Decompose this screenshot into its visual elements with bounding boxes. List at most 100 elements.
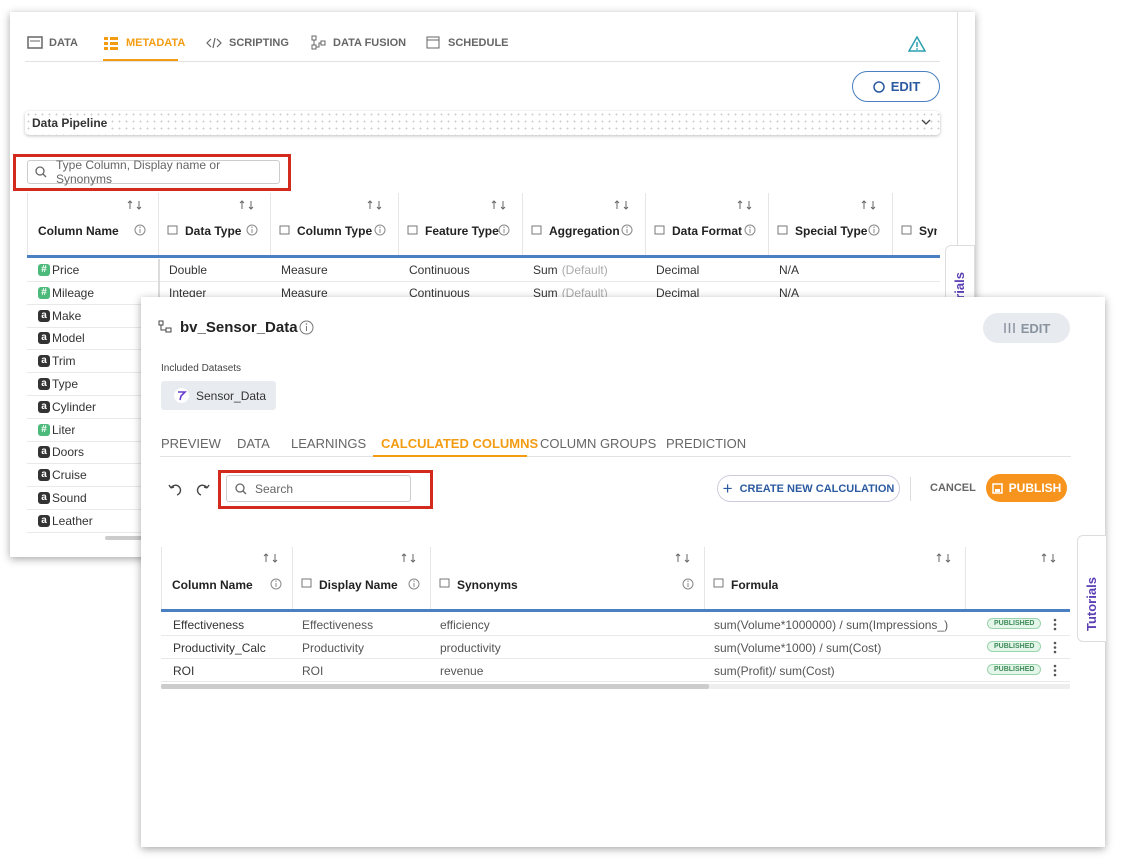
warning-icon[interactable] (908, 36, 926, 52)
row-divider (158, 281, 160, 305)
type-icon: a (38, 378, 50, 390)
save-icon (991, 482, 1003, 494)
pipeline-bar[interactable]: Data Pipeline (25, 111, 940, 135)
fusion-tab-icon (311, 35, 326, 50)
info-icon (621, 224, 633, 236)
type-icon: a (38, 355, 50, 368)
column-name: Cruise (52, 468, 87, 483)
header-line (161, 609, 1070, 612)
header-icon (279, 225, 290, 235)
cell: Decimal (656, 263, 700, 277)
sort-arrows (737, 200, 752, 210)
scripting-tab-icon (206, 37, 222, 49)
edit-button[interactable]: EDIT (983, 313, 1070, 343)
header-bg (27, 193, 940, 255)
info-icon (682, 578, 694, 590)
header-line (27, 255, 940, 258)
column-divider (161, 547, 162, 610)
cell: productivity (440, 641, 501, 655)
tab[interactable]: DATA (49, 37, 78, 49)
row-line (161, 658, 1070, 659)
column-divider (892, 193, 893, 255)
row-menu (1053, 641, 1057, 654)
cell: Sum (Default) (533, 285, 608, 300)
column-divider (704, 547, 705, 610)
tab[interactable]: CALCULATED COLUMNS (381, 436, 539, 451)
column-search[interactable]: Type Column, Display name or Synonyms (27, 158, 280, 186)
included-label: Included Datasets (161, 363, 242, 374)
info-icon (744, 224, 756, 236)
search-icon (235, 483, 247, 495)
calc-search[interactable]: Search (226, 475, 411, 502)
publish-button[interactable]: PUBLISH (986, 474, 1067, 502)
search-placeholder: Search (255, 481, 294, 496)
column-name: Doors (52, 445, 85, 460)
info-icon (270, 578, 282, 590)
publish-label: PUBLISH (1008, 481, 1062, 495)
row-menu (1053, 618, 1057, 631)
column-header: Column Name (38, 224, 119, 238)
chip-label: Sensor_Data (196, 389, 267, 403)
column-header: Column Type (297, 224, 373, 238)
divider (910, 477, 911, 501)
chevron (921, 119, 931, 125)
column-name: Type (52, 377, 79, 391)
tab[interactable]: PREVIEW (161, 436, 221, 451)
data-tab-icon (27, 36, 43, 49)
cell: Double (169, 263, 208, 277)
cell: revenue (440, 664, 484, 678)
cell: N/A (779, 285, 800, 300)
info-icon (134, 224, 146, 236)
dataset-chip[interactable]: Sensor_Data (161, 381, 276, 410)
column-header: Display Name (319, 578, 398, 592)
tab[interactable]: METADATA (126, 37, 186, 49)
type-icon: # (38, 286, 50, 299)
edit-icon (1003, 323, 1015, 333)
row-divider (158, 259, 160, 282)
type-icon: # (38, 423, 50, 436)
sort-arrows (675, 553, 690, 563)
status-badge: PUBLISHED (987, 641, 1042, 652)
create-button[interactable]: + CREATE NEW CALCULATION (717, 475, 900, 502)
column-header: Formula (731, 578, 779, 592)
cancel-button[interactable]: CANCEL (930, 482, 976, 494)
tab[interactable]: LEARNINGS (291, 436, 367, 451)
header-icon (654, 225, 665, 235)
aggregation-note: (Default) (561, 263, 608, 277)
tab[interactable]: COLUMN GROUPS (540, 436, 657, 451)
header-icon (777, 225, 788, 235)
column-header: Syn (919, 224, 937, 238)
tab[interactable]: SCHEDULE (448, 37, 509, 49)
undo-redo[interactable] (167, 481, 212, 497)
type-icon: a (38, 492, 50, 504)
schedule-tab-icon (426, 36, 440, 49)
tab[interactable]: DATA FUSION (333, 37, 407, 49)
info-icon (374, 224, 386, 236)
status-badge: PUBLISHED (987, 664, 1042, 675)
column-divider (965, 547, 966, 610)
cell: sum(Profit)/ sum(Cost) (714, 664, 835, 678)
cell: Effectiveness (173, 618, 245, 632)
active-tab-underline (103, 59, 178, 61)
column-divider (270, 193, 271, 255)
header-icon (531, 225, 542, 235)
edit-icon (872, 80, 885, 93)
tutorials-tab[interactable]: Tutorials (1077, 535, 1107, 642)
column-header: Feature Type (425, 224, 499, 238)
tab[interactable]: SCRIPTING (229, 37, 289, 49)
pipeline-label: Data Pipeline (32, 116, 112, 130)
edit-button[interactable]: EDIT (852, 71, 940, 102)
column-divider (158, 193, 159, 255)
cell: Continuous (409, 285, 470, 300)
header-icon (167, 225, 178, 235)
column-divider (645, 193, 646, 255)
column-name: Mileage (52, 285, 95, 300)
search-placeholder: Type Column, Display name or Synonyms (56, 158, 221, 186)
header-icon (439, 578, 450, 588)
info-icon[interactable] (299, 320, 314, 335)
tab[interactable]: DATA (237, 436, 270, 451)
highlight-box (218, 470, 433, 509)
column-divider (398, 193, 399, 255)
column-header: Synonyms (457, 578, 518, 592)
tab[interactable]: PREDICTION (666, 436, 747, 451)
